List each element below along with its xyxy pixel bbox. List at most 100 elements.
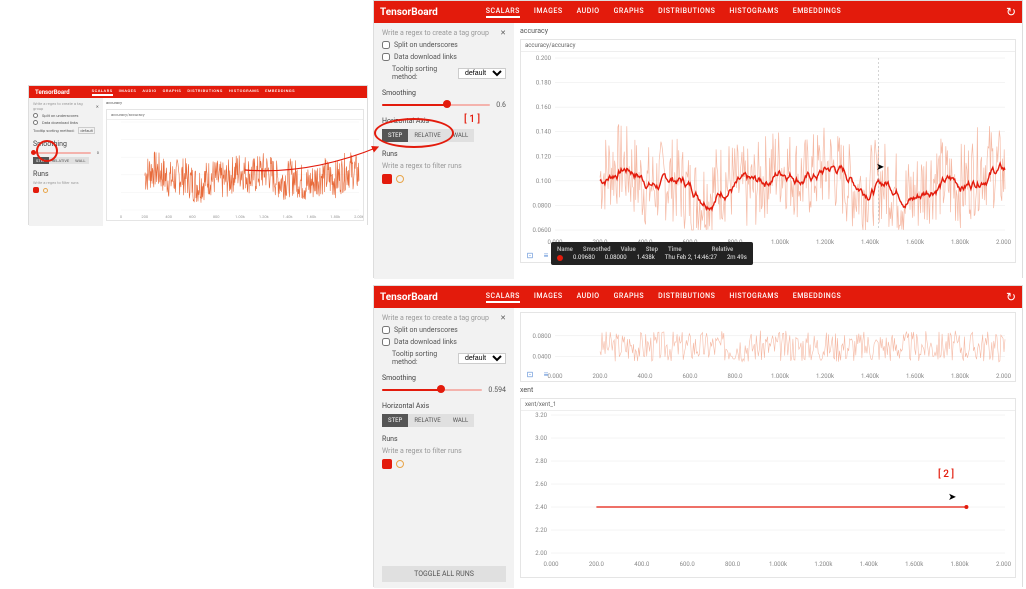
run-circle[interactable] [396, 175, 404, 183]
axis-step-button[interactable]: STEP [382, 129, 408, 142]
axis-buttons: STEP RELATIVE WALL [382, 129, 506, 142]
svg-text:0.120: 0.120 [536, 153, 552, 160]
tab-images[interactable]: IMAGES [119, 88, 137, 96]
axis-wall-button[interactable]: WALL [447, 129, 475, 142]
svg-text:1.400k: 1.400k [861, 373, 880, 380]
tag-regex-input[interactable]: Write a regex to create a tag group [382, 314, 496, 322]
svg-text:2.40: 2.40 [535, 504, 547, 511]
svg-text:0.0800: 0.0800 [533, 202, 552, 209]
header: TensorBoard SCALARS IMAGES AUDIO GRAPHS … [374, 286, 1022, 308]
svg-text:2.00k: 2.00k [354, 214, 363, 219]
tab-histograms[interactable]: HISTOGRAMS [729, 292, 778, 303]
data-download-checkbox[interactable] [33, 120, 38, 125]
tab-distributions[interactable]: DISTRIBUTIONS [658, 292, 715, 303]
tooltip-smoothed-val: 0.09680 [573, 254, 595, 261]
accuracy-chart[interactable]: 0.2000.1800.1600.1400.1200.1000.08000.06… [521, 52, 1011, 248]
tab-embeddings[interactable]: EMBEDDINGS [793, 7, 842, 18]
mini-chart[interactable]: 0.08000.04000.000200.0400.0600.0800.01.0… [521, 313, 1011, 381]
tab-histograms[interactable]: HISTOGRAMS [229, 88, 259, 96]
reload-icon[interactable]: ↻ [1006, 290, 1016, 304]
tab-graphs[interactable]: GRAPHS [163, 88, 182, 96]
tag-regex-input[interactable]: Write a regex to create a tag group [33, 101, 92, 111]
tab-histograms[interactable]: HISTOGRAMS [729, 7, 778, 18]
log-icon[interactable]: ≡ [541, 250, 551, 260]
svg-text:3.00: 3.00 [535, 435, 547, 442]
tab-graphs[interactable]: GRAPHS [614, 7, 645, 18]
axis-wall-button[interactable]: WALL [72, 157, 88, 164]
tab-scalars[interactable]: SCALARS [486, 7, 520, 18]
smoothing-slider[interactable] [33, 151, 91, 155]
split-underscores-checkbox[interactable] [33, 113, 38, 118]
tooltip-h-time: Time [668, 246, 682, 253]
expand-icon[interactable]: ⊡ [525, 250, 535, 260]
svg-text:1.200k: 1.200k [814, 561, 833, 568]
run-circle[interactable] [396, 460, 404, 468]
card-title: accuracy/accuracy [107, 110, 363, 120]
axis-step-button[interactable]: STEP [33, 157, 49, 164]
brand: TensorBoard [380, 7, 438, 18]
split-underscores-checkbox[interactable] [382, 41, 390, 49]
tooltip-sort-select[interactable]: default [458, 353, 506, 364]
xent-section-title: xent [520, 386, 1016, 394]
svg-text:1.800k: 1.800k [951, 561, 970, 568]
svg-text:1.40k: 1.40k [283, 214, 294, 219]
split-underscores-checkbox[interactable] [382, 326, 390, 334]
tooltip-h-relative: Relative [712, 246, 734, 253]
svg-text:2.60: 2.60 [535, 481, 547, 488]
close-icon[interactable]: ✕ [500, 314, 506, 322]
runs-filter-input[interactable]: Write a regex to filter runs [382, 162, 506, 170]
tab-embeddings[interactable]: EMBEDDINGS [793, 292, 842, 303]
runs-filter-input[interactable]: Write a regex to filter runs [382, 447, 506, 455]
run-circle[interactable] [43, 188, 48, 193]
runs-filter-input[interactable]: Write a regex to filter runs [33, 180, 99, 185]
close-icon[interactable]: ✕ [500, 29, 506, 37]
axis-wall-button[interactable]: WALL [447, 414, 475, 427]
axis-relative-button[interactable]: RELATIVE [408, 129, 446, 142]
header: TensorBoard SCALARS IMAGES AUDIO GRAPHS … [374, 1, 1022, 23]
tab-audio[interactable]: AUDIO [577, 292, 600, 303]
smoothing-value: 0.6 [496, 101, 506, 109]
axis-relative-button[interactable]: RELATIVE [408, 414, 446, 427]
tab-distributions[interactable]: DISTRIBUTIONS [187, 88, 222, 96]
tab-embeddings[interactable]: EMBEDDINGS [265, 88, 295, 96]
tab-graphs[interactable]: GRAPHS [614, 292, 645, 303]
sidebar: Write a regex to create a tag group ✕ Sp… [374, 23, 514, 279]
panel-top: TensorBoard SCALARS IMAGES AUDIO GRAPHS … [373, 0, 1023, 278]
cursor-icon: ➤ [948, 492, 956, 503]
tab-images[interactable]: IMAGES [534, 292, 563, 303]
section-title: accuracy [106, 100, 364, 105]
svg-text:200.0: 200.0 [592, 373, 608, 380]
sidebar: Write a regex to create a tag group✕ Spl… [29, 98, 103, 226]
toggle-all-runs-button[interactable]: TOGGLE ALL RUNS [382, 566, 506, 582]
svg-text:0.0800: 0.0800 [533, 333, 552, 340]
smoothing-slider[interactable] [382, 103, 490, 107]
xent-card-title: xent/xent_1 [521, 399, 1015, 411]
data-download-checkbox[interactable] [382, 338, 390, 346]
close-icon[interactable]: ✕ [96, 104, 99, 109]
tooltip-sort-select[interactable]: default [458, 68, 506, 79]
axis-relative-button[interactable]: RELATIVE [49, 157, 73, 164]
xent-chart[interactable]: 3.203.002.802.602.402.202.000.000200.040… [521, 411, 1011, 569]
axis-step-button[interactable]: STEP [382, 414, 408, 427]
data-download-label: Data download links [394, 53, 457, 61]
reload-icon[interactable]: ↻ [1006, 5, 1016, 19]
tab-distributions[interactable]: DISTRIBUTIONS [658, 7, 715, 18]
log-icon[interactable]: ≡ [541, 369, 551, 379]
tab-audio[interactable]: AUDIO [142, 88, 156, 96]
run-badge[interactable] [33, 187, 39, 193]
run-badge[interactable] [382, 174, 392, 184]
tooltip-h-value: Value [621, 246, 636, 253]
tag-regex-input[interactable]: Write a regex to create a tag group [382, 29, 496, 37]
data-download-checkbox[interactable] [382, 53, 390, 61]
expand-icon[interactable]: ⊡ [525, 369, 535, 379]
smoothing-slider[interactable] [382, 388, 482, 392]
tab-scalars[interactable]: SCALARS [486, 292, 520, 303]
run-badge[interactable] [382, 459, 392, 469]
tab-images[interactable]: IMAGES [534, 7, 563, 18]
tooltip-step-val: 1.438k [637, 254, 655, 261]
tab-audio[interactable]: AUDIO [577, 7, 600, 18]
tab-scalars[interactable]: SCALARS [92, 88, 113, 96]
chart-area: accuracy accuracy/accuracy 0.2000.1800.1… [514, 23, 1022, 279]
chart-area: 0.08000.04000.000200.0400.0600.0800.01.0… [514, 308, 1022, 588]
thumb-chart[interactable]: 02004006008001.00k1.20k1.40k1.60k1.80k2.… [107, 120, 363, 220]
